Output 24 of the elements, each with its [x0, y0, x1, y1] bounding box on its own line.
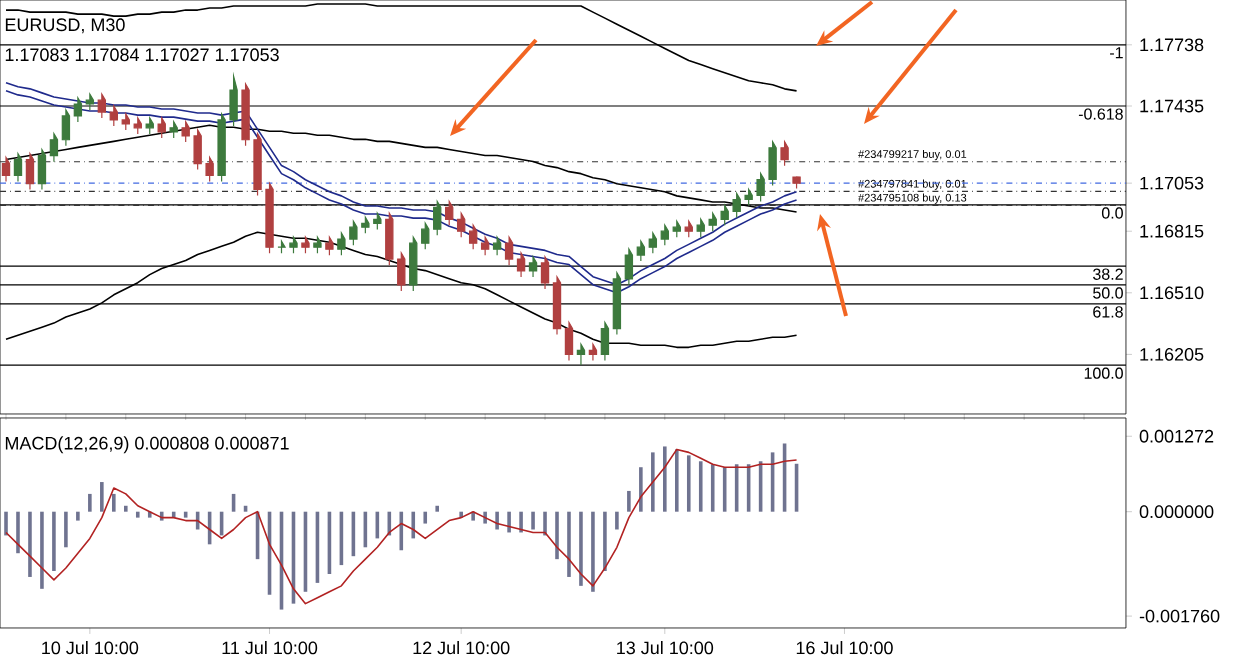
- y-tick-label: 1.16815: [1140, 224, 1204, 238]
- text: EURUSD, M30: [5, 18, 125, 34]
- x-tick-label: 11 Jul 10:00: [222, 641, 318, 655]
- annotation: 61.8: [1093, 306, 1123, 318]
- y-tick-label: 1.16510: [1140, 286, 1204, 300]
- annotation: 0.0: [1101, 207, 1123, 219]
- annotation: -1: [1110, 47, 1123, 59]
- annotation: 100.0: [1084, 367, 1123, 379]
- annotation: -0.618: [1078, 108, 1123, 120]
- x-tick-label: 13 Jul 10:00: [617, 641, 714, 655]
- y-tick-label: 0.001272: [1139, 429, 1214, 443]
- y-tick-label: 1.17738: [1140, 38, 1204, 52]
- annotation: 38.2: [1093, 268, 1123, 280]
- x-tick-label: 12 Jul 10:00: [413, 641, 510, 655]
- text: MACD(12,26,9) 0.000808 0.000871: [5, 436, 289, 454]
- x-tick-label: 10 Jul 10:00: [42, 641, 139, 655]
- y-tick-label: 1.16205: [1140, 348, 1204, 361]
- text: 1.17083 1.17084 1.17027 1.17053: [5, 48, 279, 62]
- y-tick-label: 0.000000: [1139, 505, 1214, 519]
- annotation: 50.0: [1093, 287, 1123, 299]
- y-tick-label: 1.17435: [1140, 99, 1204, 113]
- x-tick-label: 16 Jul 10:00: [796, 641, 893, 655]
- y-tick-label: 1.17053: [1140, 176, 1204, 190]
- y-tick-label: -0.001760: [1139, 609, 1220, 623]
